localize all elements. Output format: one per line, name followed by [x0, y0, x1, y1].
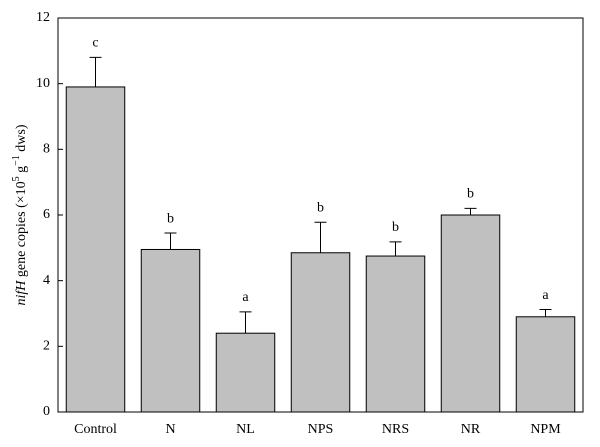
significance-letter: b: [467, 187, 474, 202]
bar: [440, 214, 501, 413]
error-bar: [239, 311, 252, 334]
y-label-part: gene copies (×10: [14, 181, 29, 280]
bar: [140, 248, 201, 413]
significance-letter: a: [542, 288, 549, 303]
significance-letter: b: [167, 211, 174, 226]
y-tick-label: 10: [36, 76, 50, 91]
y-tick-label: 2: [43, 339, 50, 354]
y-label-part: 5: [11, 176, 22, 181]
plot-frame: [57, 17, 584, 413]
bar: [65, 86, 126, 413]
y-label-part: nifH: [14, 280, 29, 306]
y-tick-label: 6: [43, 207, 50, 222]
error-bar: [314, 221, 327, 253]
x-tick-label: Control: [74, 422, 117, 437]
x-tick-label: N: [165, 422, 175, 437]
significance-letter: b: [392, 220, 399, 235]
x-tick-label: NRS: [382, 422, 409, 437]
significance-letter: a: [242, 290, 249, 305]
error-bar: [464, 207, 477, 215]
y-tick-label: 4: [43, 273, 50, 288]
bar: [515, 316, 576, 413]
error-bar: [539, 309, 552, 317]
y-axis-label: nifH gene copies (×105 g−1 dws): [11, 124, 29, 305]
y-label-part: g: [14, 166, 29, 177]
significance-letter: c: [92, 36, 98, 51]
y-label-part: −1: [11, 155, 22, 166]
y-tick-label: 8: [43, 142, 50, 157]
error-bar: [89, 56, 102, 87]
x-tick-label: NPM: [530, 422, 561, 437]
y-tick-label: 0: [43, 404, 50, 419]
x-tick-label: NPS: [308, 422, 334, 437]
y-label-part: dws): [14, 124, 29, 155]
error-bar: [389, 241, 402, 257]
bar: [290, 252, 351, 413]
y-tick-label: 12: [36, 10, 50, 25]
x-tick-label: NR: [461, 422, 481, 437]
significance-letter: b: [317, 200, 324, 215]
bar: [365, 255, 426, 413]
bar: [215, 332, 276, 413]
x-tick-label: NL: [236, 422, 255, 437]
error-bar: [164, 232, 177, 250]
